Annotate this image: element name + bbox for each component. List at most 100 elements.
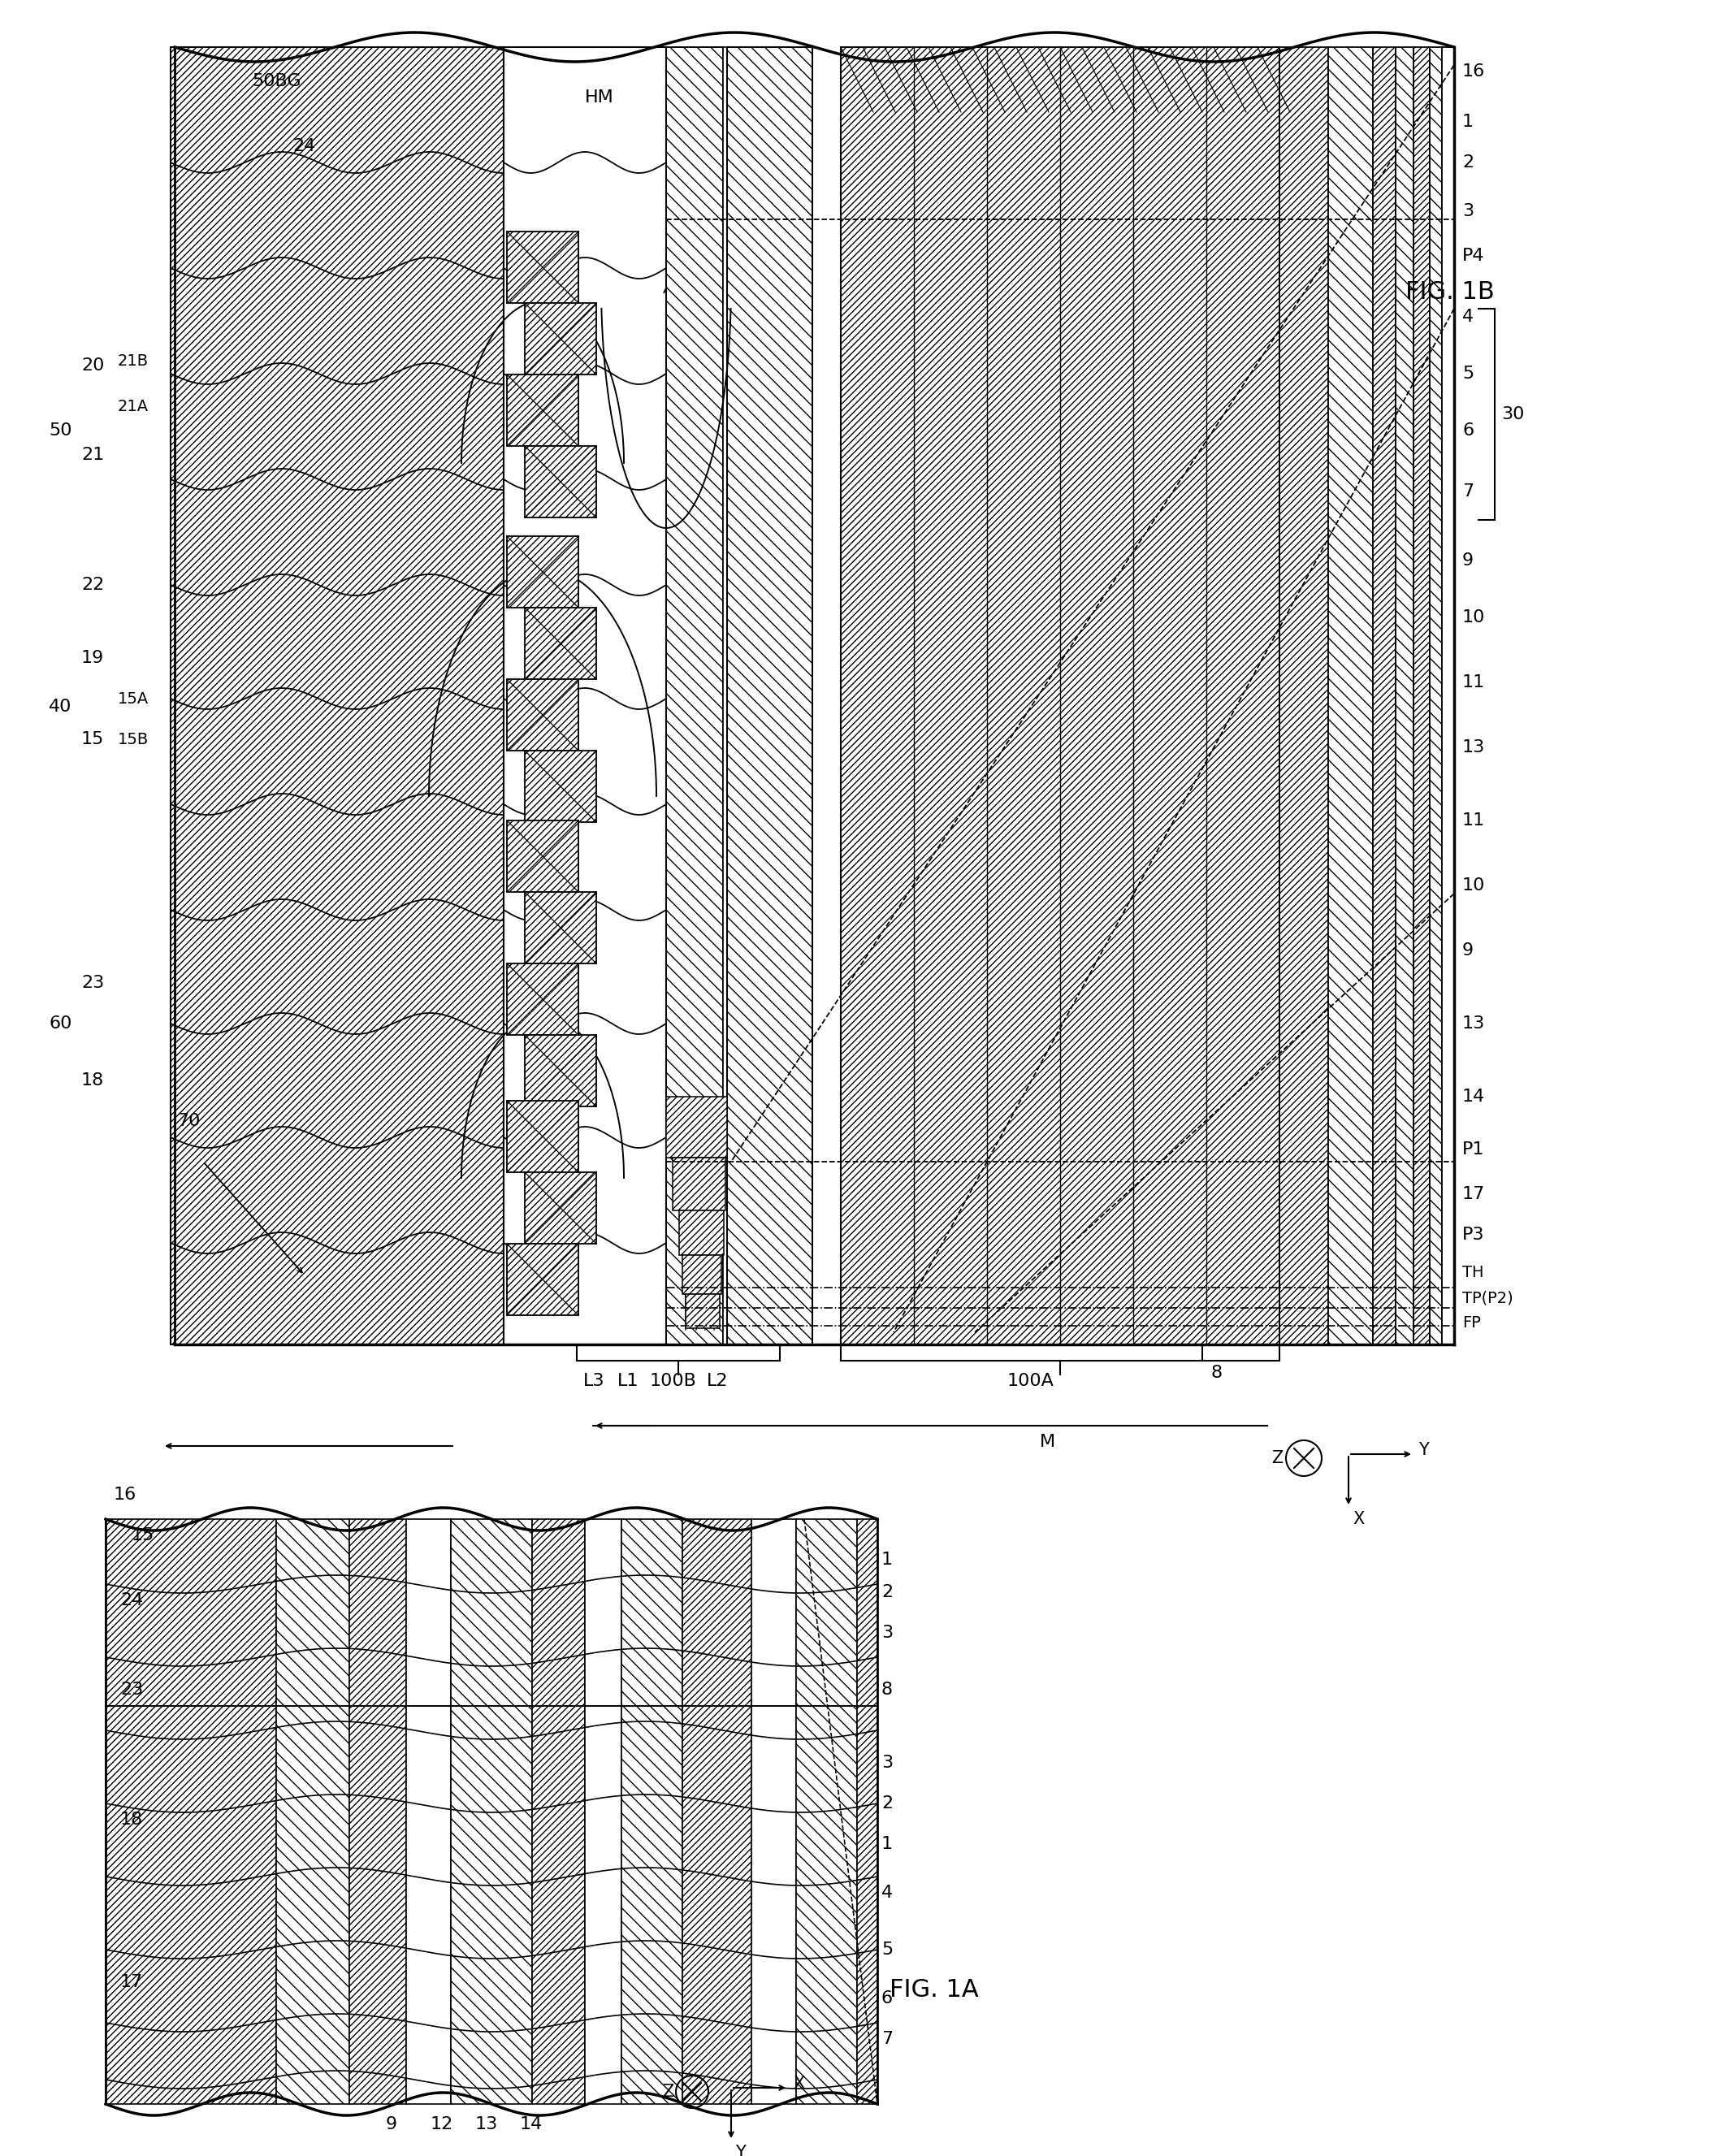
- Bar: [507, 231, 578, 304]
- Text: 19: 19: [82, 649, 104, 666]
- Text: Y: Y: [734, 2145, 746, 2156]
- Text: P3: P3: [1462, 1227, 1484, 1242]
- Text: 21: 21: [82, 446, 104, 464]
- Text: L3: L3: [583, 1373, 604, 1388]
- Text: Z: Z: [661, 2083, 674, 2100]
- Text: 24: 24: [120, 1593, 142, 1608]
- Text: 2: 2: [882, 1585, 892, 1600]
- Bar: [507, 821, 578, 893]
- Text: P1: P1: [1462, 1141, 1484, 1158]
- Bar: [276, 1520, 349, 2104]
- Text: 15B: 15B: [118, 731, 149, 746]
- Bar: [1279, 47, 1328, 1345]
- Text: 70: 70: [177, 1112, 200, 1130]
- Bar: [840, 47, 1279, 1345]
- Text: 13: 13: [1462, 740, 1486, 755]
- Text: 2: 2: [882, 1796, 892, 1811]
- Bar: [524, 1035, 595, 1106]
- Text: L2: L2: [707, 1373, 729, 1388]
- Bar: [349, 1520, 406, 2104]
- Bar: [1443, 47, 1455, 1345]
- Text: 24: 24: [292, 138, 316, 155]
- Text: 5: 5: [1462, 367, 1474, 382]
- Bar: [507, 375, 578, 446]
- Bar: [667, 47, 722, 1345]
- Text: 5: 5: [882, 1943, 892, 1958]
- Text: 11: 11: [1462, 813, 1486, 828]
- Text: P4: P4: [1462, 248, 1484, 263]
- Text: 1: 1: [882, 1552, 892, 1567]
- Text: 13: 13: [476, 2117, 498, 2132]
- Text: 6: 6: [1462, 423, 1474, 438]
- Bar: [858, 1520, 877, 2104]
- Text: FIG. 1B: FIG. 1B: [1406, 280, 1495, 304]
- Bar: [451, 1520, 533, 2104]
- Text: 2: 2: [1462, 155, 1474, 170]
- Bar: [797, 1520, 858, 2104]
- Text: 21A: 21A: [118, 399, 149, 414]
- Text: FP: FP: [1462, 1315, 1481, 1330]
- Bar: [533, 1520, 585, 2104]
- Bar: [524, 750, 595, 821]
- Bar: [682, 1520, 752, 2104]
- Bar: [507, 964, 578, 1035]
- Text: FIG. 1A: FIG. 1A: [889, 1979, 979, 2003]
- Text: 3: 3: [882, 1626, 892, 1641]
- Text: X: X: [793, 2076, 804, 2091]
- Bar: [524, 304, 595, 375]
- Text: 17: 17: [1462, 1186, 1486, 1203]
- Text: 60: 60: [49, 1015, 71, 1033]
- Text: 100A: 100A: [1007, 1373, 1054, 1388]
- Text: 50: 50: [49, 423, 71, 438]
- Bar: [406, 1520, 451, 2104]
- Text: TH: TH: [1462, 1266, 1484, 1281]
- Text: 6: 6: [882, 1990, 892, 2007]
- Bar: [1328, 47, 1373, 1345]
- Text: Y: Y: [1418, 1442, 1429, 1457]
- Text: X: X: [1352, 1511, 1364, 1526]
- Text: 13: 13: [1462, 1015, 1486, 1033]
- Text: 12: 12: [431, 2117, 453, 2132]
- Bar: [524, 893, 595, 964]
- Bar: [667, 1097, 727, 1158]
- Bar: [1373, 47, 1396, 1345]
- Text: 100B: 100B: [649, 1373, 696, 1388]
- Text: 20: 20: [82, 358, 104, 373]
- Text: M: M: [1040, 1434, 1055, 1451]
- Text: 18: 18: [82, 1072, 104, 1089]
- Text: 9: 9: [1462, 552, 1474, 569]
- Bar: [722, 47, 727, 1345]
- Text: 8: 8: [882, 1682, 892, 1697]
- Bar: [686, 1294, 720, 1328]
- Text: 23: 23: [82, 975, 104, 992]
- Bar: [524, 1173, 595, 1244]
- Bar: [672, 1158, 726, 1210]
- Text: 40: 40: [49, 699, 71, 716]
- Text: 16: 16: [1462, 63, 1486, 80]
- Text: 8: 8: [1210, 1365, 1222, 1382]
- Text: 4: 4: [1462, 308, 1474, 326]
- Text: 7: 7: [1462, 483, 1474, 500]
- Bar: [679, 1210, 724, 1255]
- Text: 18: 18: [120, 1811, 142, 1828]
- Text: 15: 15: [132, 1526, 155, 1544]
- Bar: [621, 1520, 682, 2104]
- Bar: [507, 1244, 578, 1315]
- Text: 3: 3: [882, 1755, 892, 1770]
- Bar: [682, 1255, 722, 1294]
- Text: 16: 16: [115, 1488, 137, 1503]
- Bar: [170, 47, 503, 1345]
- Bar: [507, 679, 578, 750]
- Bar: [503, 47, 667, 1345]
- Text: 9: 9: [1462, 942, 1474, 959]
- Text: L1: L1: [618, 1373, 639, 1388]
- Text: 1: 1: [882, 1837, 892, 1852]
- Text: 17: 17: [120, 1975, 142, 1990]
- Text: 23: 23: [120, 1682, 142, 1697]
- Bar: [507, 1102, 578, 1173]
- Text: 14: 14: [519, 2117, 543, 2132]
- Text: 30: 30: [1502, 405, 1524, 423]
- Bar: [106, 1520, 276, 2104]
- Text: 50BG: 50BG: [252, 73, 300, 88]
- Text: 4: 4: [882, 1884, 892, 1902]
